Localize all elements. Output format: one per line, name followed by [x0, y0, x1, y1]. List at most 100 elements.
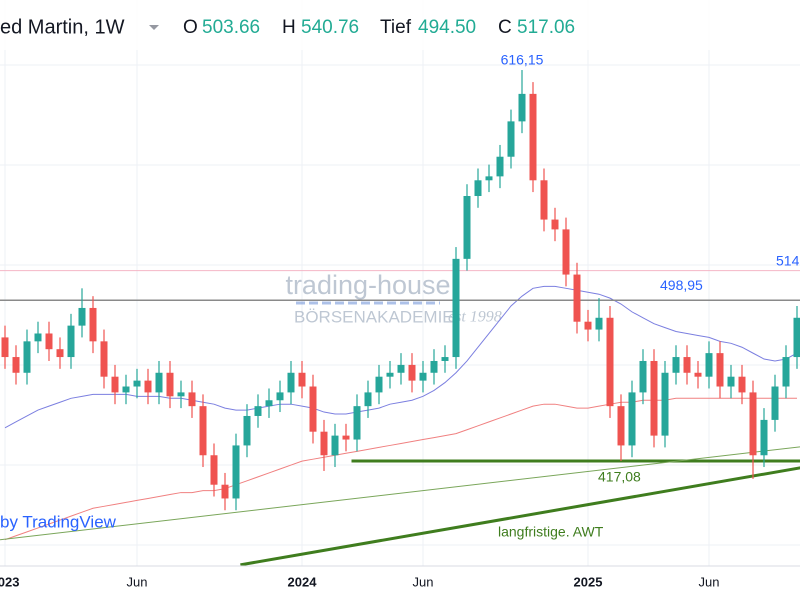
- x-tick-label: Jun: [127, 574, 148, 589]
- candle-body: [320, 431, 328, 456]
- candle-body: [441, 357, 449, 361]
- candle-body: [496, 156, 504, 177]
- candle-body: [210, 455, 218, 485]
- ohlc-label: Tief: [380, 17, 412, 38]
- candle-body: [364, 392, 372, 407]
- candle-body: [639, 360, 647, 393]
- x-tick-label: Jun: [413, 574, 434, 589]
- candle-body: [122, 386, 130, 393]
- candle-body: [628, 392, 636, 446]
- candle-body: [254, 406, 262, 416]
- candle-body: [232, 445, 240, 499]
- candle-body: [617, 406, 625, 446]
- candle-body: [705, 353, 713, 377]
- candle-body: [331, 435, 339, 456]
- candle-body: [474, 180, 482, 197]
- ohlc-value: 494.50: [418, 17, 476, 38]
- candle-body: [353, 406, 361, 440]
- candle-body: [12, 357, 20, 373]
- candle-body: [463, 196, 471, 259]
- candle-body: [529, 93, 537, 181]
- candle-body: [397, 364, 405, 373]
- candle-body: [573, 274, 581, 322]
- candle-body: [199, 406, 207, 456]
- x-tick-label: 2024: [288, 574, 318, 589]
- candle-body: [738, 376, 746, 393]
- candle-body: [584, 321, 592, 330]
- candle-body: [375, 376, 383, 393]
- candle-body: [540, 180, 548, 220]
- candle-body: [518, 93, 526, 122]
- ohlc-label: H: [282, 17, 296, 38]
- candle-body: [133, 380, 141, 387]
- x-tick-label: 2025: [574, 574, 603, 589]
- candle-body: [1, 337, 9, 358]
- dropdown-caret[interactable]: [149, 25, 159, 30]
- candle-body: [386, 372, 394, 377]
- candle-body: [771, 386, 779, 420]
- candle-body: [276, 392, 284, 401]
- header-bg: [0, 0, 800, 50]
- candle-body: [144, 380, 152, 393]
- candle-body: [430, 360, 438, 373]
- candle-body: [243, 415, 251, 446]
- candle-body: [452, 258, 460, 358]
- candle-body: [78, 307, 86, 326]
- candle-body: [672, 357, 680, 373]
- candle-body: [177, 392, 185, 397]
- candle-body: [342, 435, 350, 440]
- ohlc-label: O: [183, 17, 198, 38]
- candle-body: [606, 317, 614, 407]
- candle-body: [551, 219, 559, 230]
- candle-body: [683, 357, 691, 373]
- candle-body: [408, 364, 416, 381]
- trendline: [0, 446, 800, 541]
- candle-body: [749, 392, 757, 456]
- candle-body: [419, 372, 427, 381]
- candle-body: [23, 341, 31, 373]
- price-annotation: 616,15: [501, 52, 544, 68]
- candle-body: [45, 333, 53, 350]
- candle-body: [485, 176, 493, 181]
- watermark: trading-house BÖRSENAKADEMIE est 1998: [285, 270, 501, 326]
- watermark-academy: BÖRSENAKADEMIE: [294, 307, 454, 326]
- candle-body: [34, 333, 42, 342]
- candle-body: [309, 386, 317, 432]
- candle-body: [89, 307, 97, 342]
- candle-body: [265, 400, 273, 407]
- ohlc-label: C: [498, 17, 512, 38]
- ohlc-legend: O 503.66 H 540.76 Tief 494.50 C 517.06: [183, 17, 575, 38]
- ohlc-value: 540.76: [301, 17, 359, 38]
- candle-body: [56, 349, 64, 358]
- watermark-since: est 1998: [448, 309, 502, 326]
- credit: by TradingView: [0, 512, 117, 531]
- level-label: 514: [776, 252, 800, 268]
- trendline-label: langfristige. AWT: [498, 524, 604, 540]
- candle-body: [298, 372, 306, 387]
- candle-body: [562, 229, 570, 275]
- candle-body: [67, 325, 75, 358]
- candle-body: [760, 419, 768, 456]
- trendline: [240, 466, 800, 567]
- x-tick-label: Jun: [699, 574, 720, 589]
- candle-body: [793, 317, 800, 358]
- candle-body: [650, 360, 658, 436]
- ohlc-value: 503.66: [202, 17, 260, 38]
- candle-body: [287, 372, 295, 393]
- ohlc-value: 517.06: [517, 17, 575, 38]
- candle-body: [221, 484, 229, 499]
- x-tick-label: 2023: [0, 574, 19, 589]
- candle-body: [694, 372, 702, 377]
- candle-body: [155, 372, 163, 393]
- candle-body: [661, 372, 669, 436]
- candle-body: [111, 376, 119, 393]
- candle-body: [782, 357, 790, 387]
- symbol-title: ed Martin, 1W: [0, 16, 125, 38]
- plot: 514 498,95 417,08 langfristige. AWT 616,15: [0, 52, 800, 567]
- candle-body: [727, 376, 735, 387]
- candle-body: [716, 353, 724, 387]
- watermark-brand: trading-house: [285, 270, 450, 300]
- candle-body: [507, 121, 515, 157]
- candle-body: [188, 392, 196, 407]
